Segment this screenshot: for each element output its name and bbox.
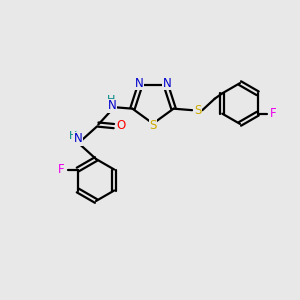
Text: N: N	[108, 99, 117, 112]
Text: N: N	[134, 76, 143, 89]
Text: H: H	[107, 95, 116, 105]
Text: H: H	[69, 131, 77, 141]
Text: N: N	[74, 132, 82, 145]
Text: F: F	[270, 107, 277, 120]
Text: S: S	[149, 119, 157, 132]
Text: F: F	[58, 163, 65, 176]
Text: O: O	[117, 119, 126, 132]
Text: S: S	[194, 104, 201, 117]
Text: N: N	[163, 76, 172, 89]
